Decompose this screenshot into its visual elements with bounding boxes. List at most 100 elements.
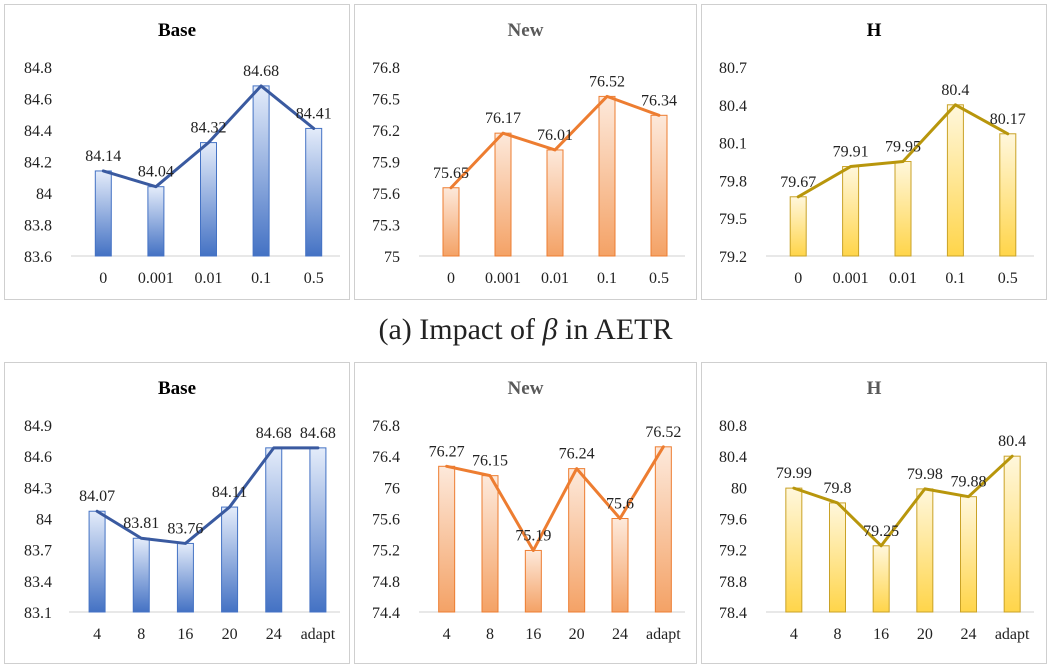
- y-tick-label: 75: [384, 249, 400, 266]
- data-label: 79.88: [951, 474, 987, 491]
- y-tick-label: 75.3: [372, 218, 400, 235]
- series-line: [445, 445, 665, 552]
- y-tick-label: 74.4: [372, 605, 400, 622]
- bar: [999, 133, 1017, 257]
- data-label: 79.67: [780, 174, 816, 191]
- y-tick-label: 83.8: [24, 218, 52, 235]
- chart-panel-beta-new: New 75 75.3 75.6 75.9 76.2 76.5 76.8 75.65 76.17 7…: [354, 4, 697, 300]
- y-tick-label: 75.6: [372, 512, 400, 529]
- y-tick-label: 84.8: [24, 60, 52, 77]
- x-tick-label: 20: [222, 626, 238, 643]
- y-tick-label: 79.6: [719, 512, 747, 529]
- bar: [598, 95, 616, 257]
- bar: [960, 496, 977, 613]
- bar: [305, 127, 323, 257]
- chart-svg: H 78.4 78.8 79.2 79.6 80 80.4 80.8 79.99 79.8 79.2…: [719, 378, 1034, 643]
- chart-svg: New 74.4 74.8 75.2 75.6 76 76.4 76.8 76.27 76.15 7…: [372, 378, 685, 643]
- data-label: 84.41: [296, 105, 332, 122]
- chart-title: H: [867, 20, 882, 41]
- caption-symbol: β: [542, 313, 558, 346]
- x-tick-label: 16: [177, 626, 193, 643]
- bar: [785, 487, 803, 613]
- x-tick-label: 16: [873, 626, 889, 643]
- x-tick-label: 0.1: [597, 270, 617, 287]
- bar: [1003, 455, 1021, 613]
- x-tick-label: 4: [443, 626, 451, 643]
- y-tick-label: 78.8: [719, 574, 747, 591]
- bar: [916, 488, 934, 613]
- y-tick-label: 84.3: [24, 480, 52, 497]
- data-label: 80.4: [941, 82, 969, 99]
- bar: [654, 446, 672, 613]
- y-tick-label: 75.6: [372, 186, 400, 203]
- data-label: 84.68: [243, 63, 279, 80]
- x-tick-label: 24: [266, 626, 282, 643]
- bar: [611, 518, 629, 613]
- x-tick-label: 8: [137, 626, 145, 643]
- data-label: 76.34: [641, 92, 677, 109]
- bar: [132, 537, 150, 613]
- x-tick-label: 8: [486, 626, 494, 643]
- bar: [221, 506, 239, 613]
- bar: [829, 502, 846, 613]
- bar: [494, 132, 512, 257]
- x-tick-label: 0.1: [251, 270, 271, 287]
- data-label: 76.52: [645, 424, 681, 441]
- chart-panel-length-h: H 78.4 78.8 79.2 79.6 80 80.4 80.8 79.99 79.8 79.2…: [701, 362, 1047, 664]
- bar: [481, 475, 499, 613]
- y-tick-label: 80.1: [719, 136, 747, 153]
- y-tick-label: 79.8: [719, 173, 747, 190]
- y-tick-label: 80.4: [719, 98, 747, 115]
- bar: [176, 542, 194, 613]
- bar: [94, 170, 112, 257]
- y-tick-label: 76: [384, 480, 400, 497]
- x-tick-label: 4: [93, 626, 101, 643]
- chart-svg: New 75 75.3 75.6 75.9 76.2 76.5 76.8 75.65 76.17 7…: [372, 20, 685, 287]
- y-tick-label: 78.4: [719, 605, 747, 622]
- bar: [894, 161, 912, 257]
- data-label: 80.4: [998, 433, 1026, 450]
- chart-panel-length-base: Base 83.1 83.4 83.7 84 84.3 84.6 84.9 84.07 83.81…: [4, 362, 350, 664]
- x-tick-label: 24: [612, 626, 628, 643]
- series-line: [449, 94, 661, 190]
- y-tick-label: 74.8: [372, 574, 400, 591]
- x-tick-label: 16: [525, 626, 541, 643]
- y-tick-label: 84.9: [24, 418, 52, 435]
- bar: [88, 510, 106, 613]
- bar: [842, 166, 860, 257]
- x-tick-label: 4: [790, 626, 798, 643]
- bar: [568, 468, 586, 613]
- x-tick-label: 0.01: [195, 270, 223, 287]
- x-tick-label: 0: [447, 270, 455, 287]
- y-tick-label: 83.1: [24, 605, 52, 622]
- bar: [200, 142, 217, 257]
- caption-suffix: in AETR: [557, 313, 673, 346]
- bar: [442, 187, 460, 257]
- data-label: 84.07: [79, 488, 115, 505]
- bar: [789, 196, 807, 257]
- y-tick-label: 84: [36, 512, 52, 529]
- y-tick-label: 80: [731, 480, 747, 497]
- x-tick-label: 20: [569, 626, 585, 643]
- y-tick-label: 76.8: [372, 60, 400, 77]
- x-tick-label: 0.001: [833, 270, 869, 287]
- data-label: 79.98: [907, 466, 943, 483]
- chart-panel-beta-h: H 79.2 79.5 79.8 80.1 80.4 80.7 79.67 79.91 79.95…: [701, 4, 1047, 300]
- bar: [946, 104, 964, 257]
- data-label: 75.6: [606, 496, 634, 513]
- data-label: 76.24: [559, 446, 595, 463]
- chart-title: New: [508, 378, 544, 399]
- data-label: 80.17: [990, 111, 1026, 128]
- bar: [650, 114, 668, 257]
- x-tick-label: 0.1: [945, 270, 965, 287]
- series-line: [95, 446, 320, 545]
- y-tick-label: 80.4: [719, 449, 747, 466]
- y-tick-label: 79.2: [719, 249, 747, 266]
- chart-title: Base: [158, 20, 196, 41]
- caption-prefix: (a) Impact of: [378, 313, 543, 346]
- y-tick-label: 83.4: [24, 574, 52, 591]
- data-label: 79.8: [824, 480, 852, 497]
- x-tick-label: 20: [917, 626, 933, 643]
- y-tick-label: 79.2: [719, 543, 747, 560]
- y-tick-label: 75.9: [372, 155, 400, 172]
